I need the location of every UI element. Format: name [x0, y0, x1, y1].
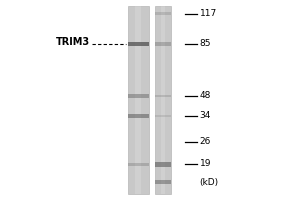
- Bar: [161, 6, 165, 194]
- Bar: [154, 180, 171, 184]
- Text: 85: 85: [200, 40, 211, 48]
- Text: 26: 26: [200, 138, 211, 146]
- Bar: [154, 95, 171, 97]
- Text: 34: 34: [200, 112, 211, 120]
- Text: (kD): (kD): [200, 178, 219, 186]
- Bar: [128, 94, 148, 98]
- Bar: [154, 115, 171, 117]
- Bar: [154, 162, 171, 166]
- Text: TRIM3: TRIM3: [56, 37, 90, 47]
- Bar: [128, 42, 148, 46]
- Bar: [128, 6, 148, 194]
- Bar: [154, 42, 171, 46]
- Bar: [154, 6, 171, 194]
- Bar: [154, 12, 171, 15]
- Text: 48: 48: [200, 92, 211, 100]
- Text: 117: 117: [200, 9, 217, 19]
- Bar: [128, 114, 148, 118]
- Bar: [135, 6, 141, 194]
- Bar: [128, 162, 148, 166]
- Text: 19: 19: [200, 160, 211, 168]
